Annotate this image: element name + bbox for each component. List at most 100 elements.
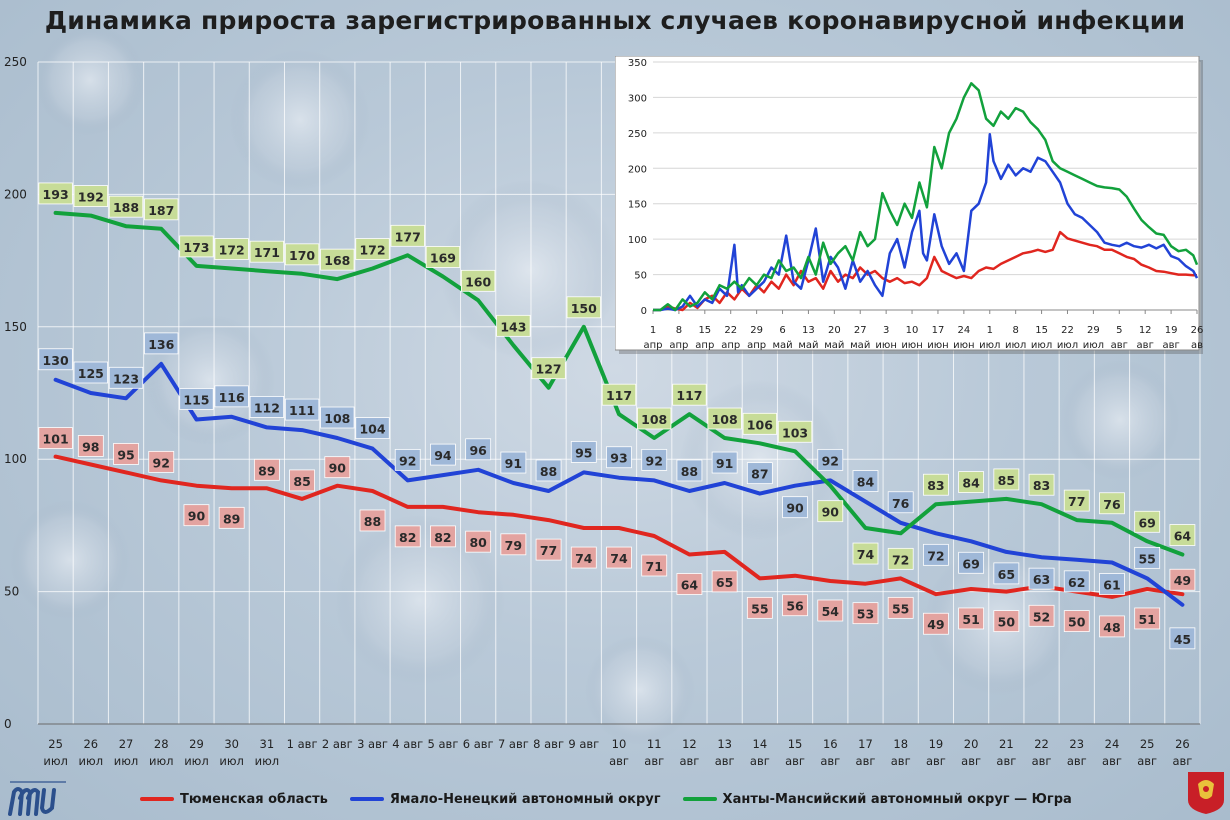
- data-label-yanao: 112: [254, 400, 280, 415]
- legend-label-hmao: Ханты-Мансийский автономный округ — Югра: [722, 791, 1072, 807]
- main-x-tick-label: 25: [1140, 737, 1155, 751]
- chart-title: Динамика прироста зарегистрированных слу…: [44, 6, 1186, 35]
- data-label-bg-hmao: [1169, 524, 1196, 546]
- data-label-yanao: 104: [359, 422, 385, 437]
- data-label-hmao: 108: [641, 412, 667, 427]
- data-label-tyumen: 55: [751, 601, 768, 616]
- main-y-tick-label: 0: [4, 717, 12, 731]
- main-x-tick-label: 2 авг: [322, 737, 353, 751]
- legend-swatch-hmao: [682, 797, 717, 801]
- data-label-yanao: 45: [1174, 632, 1191, 647]
- inset-x-tick-month: июн: [953, 340, 974, 351]
- inset-x-tick-month: июл: [1057, 340, 1078, 351]
- main-x-tick-label: 10: [612, 737, 627, 751]
- data-label-bg-tyumen: [887, 596, 914, 619]
- data-label-bg-tyumen: [77, 435, 104, 457]
- main-x-tick-label: авг: [891, 754, 911, 768]
- data-label-bg-tyumen: [253, 458, 280, 481]
- data-label-hmao: 117: [676, 388, 702, 403]
- data-label-bg-yanao: [782, 496, 808, 519]
- data-label-tyumen: 65: [716, 575, 733, 590]
- data-label-bg-hmao: [852, 542, 879, 565]
- data-label-yanao: 55: [1138, 551, 1155, 566]
- data-label-yanao: 91: [505, 456, 522, 471]
- inset-series-line-yanao: [653, 133, 1199, 312]
- main-x-tick-label: июл: [219, 754, 244, 768]
- data-label-tyumen: 89: [223, 511, 240, 526]
- data-label-bg-yanao: [606, 446, 632, 469]
- data-label-bg-tyumen: [711, 570, 738, 593]
- data-label-yanao: 92: [822, 453, 839, 468]
- inset-x-tick-month: авг: [1162, 340, 1179, 351]
- data-label-bg-tyumen: [606, 546, 632, 569]
- main-y-tick-label: 100: [4, 452, 27, 466]
- data-label-yanao: 123: [113, 371, 139, 386]
- inset-y-tick-label: 200: [628, 164, 647, 175]
- data-label-bg-hmao: [179, 235, 214, 258]
- data-label-bg-yanao: [1099, 573, 1125, 595]
- data-label-bg-hmao: [887, 547, 914, 570]
- main-x-tick-label: 31: [260, 737, 275, 751]
- inset-x-tick-month: ав: [1191, 340, 1203, 351]
- data-label-hmao: 192: [78, 190, 104, 205]
- data-label-bg-yanao: [535, 459, 562, 482]
- inset-x-tick-month: июн: [927, 340, 948, 351]
- main-x-tick-label: авг: [996, 754, 1016, 768]
- data-label-yanao: 136: [148, 337, 174, 352]
- inset-x-tick-day: 1: [987, 325, 993, 336]
- data-label-bg-tyumen: [148, 450, 175, 473]
- data-label-hmao: 117: [606, 388, 632, 403]
- data-label-tyumen: 85: [293, 474, 310, 489]
- data-label-bg-yanao: [108, 366, 144, 389]
- main-x-tick-label: 27: [119, 737, 134, 751]
- main-series-lines: [53, 210, 1185, 607]
- data-label-bg-tyumen: [570, 546, 597, 569]
- inset-x-tick-day: 22: [724, 325, 737, 336]
- data-label-yanao: 69: [962, 556, 979, 571]
- data-label-bg-hmao: [108, 195, 144, 218]
- main-x-tick-label: 19: [929, 737, 944, 751]
- data-label-bg-yanao: [500, 451, 527, 474]
- inset-x-axis: 1апр8апр15апр22апр29апр6май13май20май27м…: [643, 310, 1203, 351]
- main-x-tick-label: июл: [184, 754, 209, 768]
- data-label-bg-hmao: [742, 412, 777, 435]
- data-label-tyumen: 82: [434, 530, 451, 545]
- data-label-tyumen: 77: [540, 543, 557, 558]
- data-label-tyumen: 49: [927, 617, 944, 632]
- inset-y-tick-label: 250: [628, 129, 647, 140]
- data-label-tyumen: 88: [364, 514, 381, 529]
- data-label-bg-tyumen: [324, 456, 351, 479]
- data-label-bg-tyumen: [394, 525, 421, 548]
- data-label-bg-hmao: [144, 198, 179, 221]
- data-label-hmao: 169: [430, 250, 456, 265]
- inset-x-tick-month: май: [772, 340, 792, 351]
- data-label-bg-yanao: [249, 396, 285, 418]
- data-label-tyumen: 74: [575, 551, 593, 566]
- data-label-hmao: 193: [43, 187, 69, 202]
- main-x-tick-label: авг: [715, 754, 735, 768]
- inset-x-tick-day: 5: [1116, 325, 1122, 336]
- data-label-bg-hmao: [817, 500, 844, 523]
- data-label-yanao: 130: [43, 353, 69, 368]
- data-label-hmao: 143: [500, 319, 526, 334]
- legend-label-yanao: Ямало-Ненецкий автономный округ: [389, 791, 661, 807]
- data-label-bg-tyumen: [746, 596, 773, 619]
- main-x-tick-label: 5 авг: [428, 737, 459, 751]
- main-x-tick-label: 4 авг: [392, 737, 423, 751]
- inset-x-tick-day: 15: [1035, 325, 1048, 336]
- main-x-tick-label: авг: [856, 754, 876, 768]
- main-x-tick-label: 13: [717, 737, 732, 751]
- legend-label-tyumen: Тюменская область: [180, 791, 328, 807]
- data-label-bg-hmao: [672, 383, 707, 406]
- data-label-tyumen: 56: [786, 599, 804, 614]
- data-label-bg-tyumen: [958, 607, 985, 630]
- data-label-bg-tyumen: [1134, 607, 1161, 630]
- data-label-tyumen: 50: [1068, 615, 1086, 630]
- data-label-bg-hmao: [566, 296, 601, 319]
- data-label-bg-hmao: [355, 238, 390, 260]
- data-label-bg-yanao: [923, 543, 949, 566]
- data-label-bg-tyumen: [1063, 610, 1090, 632]
- main-x-tick-label: 21: [999, 737, 1014, 751]
- inset-x-tick-month: июн: [901, 340, 922, 351]
